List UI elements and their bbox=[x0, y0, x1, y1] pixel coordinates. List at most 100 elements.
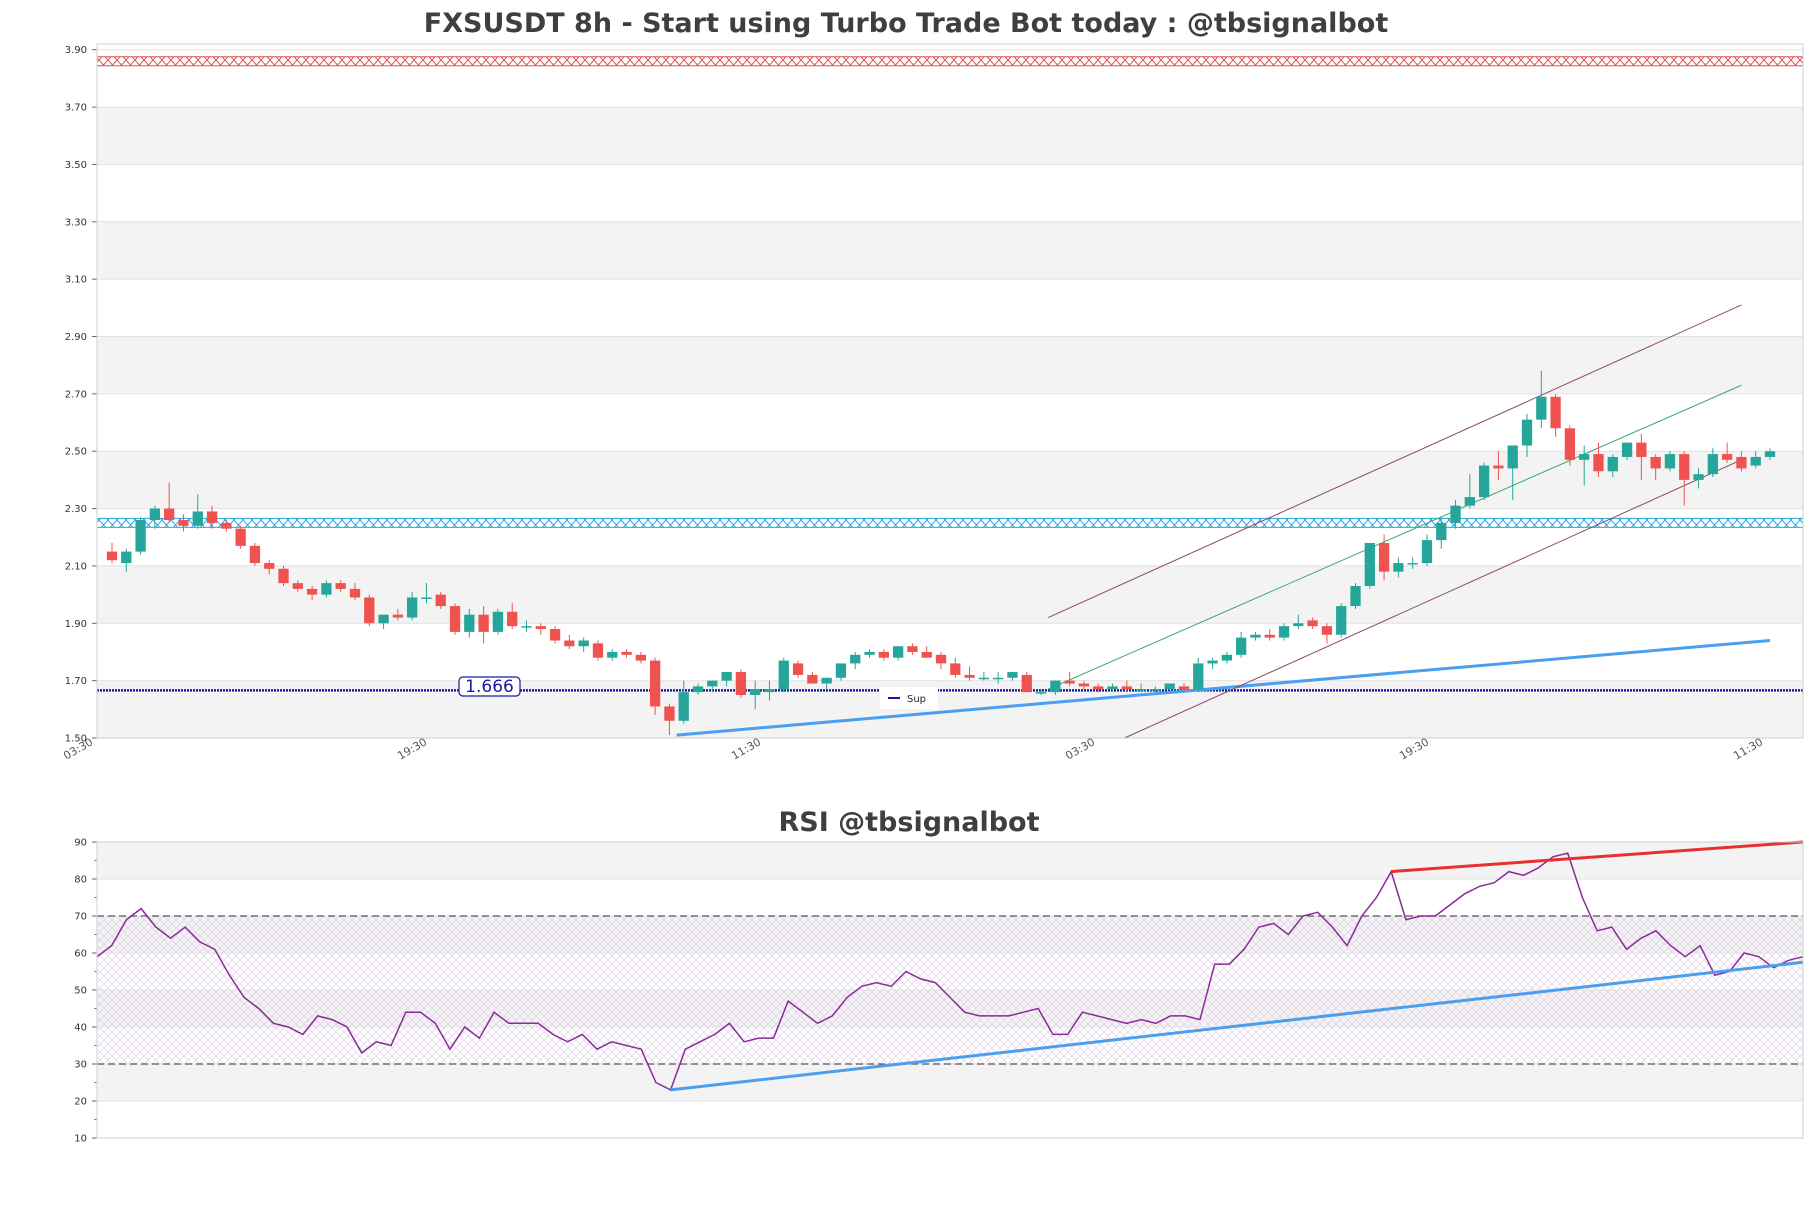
candle-body bbox=[1364, 542, 1375, 587]
candle-body bbox=[821, 677, 832, 684]
price-y-axis: 1.50 1.70 1.90 2.10 2.30 2.50 2.70 2.90 3.10 3.30… bbox=[65, 45, 97, 745]
candle-body bbox=[792, 663, 804, 675]
candle-body bbox=[1164, 683, 1175, 690]
price-band bbox=[97, 107, 1803, 165]
price-x-tick-label: 11:30 bbox=[1731, 735, 1765, 762]
rsi-y-tick-label: 30 bbox=[74, 1060, 87, 1071]
candle-body bbox=[635, 654, 646, 661]
candle-body bbox=[1250, 634, 1261, 638]
rsi-band bbox=[97, 1064, 1803, 1101]
candle-body bbox=[735, 672, 747, 695]
price-y-tick-label: 2.10 bbox=[65, 561, 87, 572]
candle-body bbox=[1679, 454, 1690, 480]
price-x-tick-label: 19:30 bbox=[1397, 735, 1431, 762]
rsi-y-tick-label: 20 bbox=[74, 1097, 87, 1108]
candle-body bbox=[164, 508, 175, 521]
rsi-y-tick-label: 10 bbox=[74, 1134, 87, 1145]
candle-body bbox=[1579, 454, 1590, 460]
price-levels bbox=[97, 56, 1803, 692]
candle-body bbox=[578, 640, 589, 647]
price-y-tick-label: 1.90 bbox=[65, 619, 87, 630]
rsi-y-tick-label: 90 bbox=[74, 838, 87, 849]
candle-body bbox=[1750, 456, 1761, 466]
rsi-support-trendline bbox=[670, 960, 1804, 1092]
candle-body bbox=[692, 686, 704, 693]
candle-body bbox=[1107, 686, 1118, 690]
candle-body bbox=[264, 563, 275, 569]
candle-body bbox=[1135, 689, 1147, 691]
candle-body bbox=[1536, 396, 1547, 420]
candle-body bbox=[1236, 637, 1247, 655]
price-band bbox=[97, 451, 1803, 509]
price-y-tick-label: 2.70 bbox=[65, 389, 87, 400]
candle-body bbox=[1378, 542, 1390, 572]
candle-body bbox=[435, 594, 446, 607]
candle-body bbox=[1636, 442, 1647, 457]
price-x-tick-label: 03:30 bbox=[1063, 735, 1097, 762]
candle-body bbox=[1621, 442, 1633, 457]
candle-body bbox=[1450, 505, 1461, 523]
candle-body bbox=[621, 651, 632, 655]
candle-body bbox=[1521, 419, 1533, 446]
legend: Sup bbox=[880, 687, 938, 709]
candle-body bbox=[607, 651, 618, 658]
price-x-tick-label: 11:30 bbox=[729, 735, 763, 762]
price-band bbox=[97, 221, 1803, 280]
candle-body bbox=[1493, 465, 1504, 469]
candle-body bbox=[1564, 428, 1576, 460]
candle-body bbox=[478, 614, 489, 632]
price-x-tick-label: 19:30 bbox=[395, 735, 429, 762]
candle-body bbox=[535, 626, 546, 630]
candle-body bbox=[1093, 686, 1104, 690]
price-y-tick-label: 2.30 bbox=[65, 504, 87, 515]
candle-body bbox=[964, 674, 975, 678]
candle-body bbox=[1336, 606, 1347, 635]
price-y-tick-label: 3.30 bbox=[65, 217, 87, 228]
candle-body bbox=[878, 651, 889, 658]
candle-body bbox=[421, 597, 432, 599]
candle-body bbox=[1035, 692, 1047, 694]
rsi-bands bbox=[97, 841, 1803, 1139]
candle-body bbox=[850, 654, 861, 664]
price-y-tick-label: 1.50 bbox=[65, 734, 87, 745]
svg-text:1.666: 1.666 bbox=[465, 677, 514, 697]
candle-body bbox=[192, 511, 203, 526]
price-y-tick-label: 3.50 bbox=[65, 160, 87, 171]
candle-body bbox=[1421, 540, 1433, 564]
candle-body bbox=[507, 611, 518, 627]
candle-body bbox=[1293, 623, 1304, 627]
candle-body bbox=[1307, 620, 1318, 627]
candle-body bbox=[1064, 680, 1075, 684]
candle-body bbox=[1507, 445, 1518, 469]
candle-body bbox=[592, 643, 604, 658]
rsi-band bbox=[97, 842, 1803, 879]
rsi-guides bbox=[97, 915, 1803, 1065]
candle-body bbox=[549, 629, 561, 641]
candle-body bbox=[206, 511, 218, 523]
candle-body bbox=[221, 522, 232, 529]
candle-body bbox=[1764, 451, 1776, 457]
candle-body bbox=[321, 583, 332, 595]
candle-body bbox=[292, 583, 303, 589]
candle-body bbox=[306, 588, 318, 595]
candle-body bbox=[778, 660, 789, 690]
rsi-y-tick-label: 70 bbox=[74, 912, 87, 923]
rsi-line bbox=[96, 852, 1804, 1091]
resistance-zone-band bbox=[97, 518, 1803, 528]
candle-body bbox=[1464, 497, 1475, 506]
candle-body bbox=[1193, 663, 1204, 690]
candle-body bbox=[1550, 396, 1561, 429]
resistance-zone-band bbox=[97, 56, 1803, 66]
candle-body bbox=[564, 640, 575, 647]
candle-body bbox=[492, 611, 504, 632]
rsi-lines bbox=[96, 840, 1804, 1092]
candle-body bbox=[1178, 686, 1190, 690]
support-trendline bbox=[676, 639, 1771, 737]
candle-body bbox=[935, 654, 947, 664]
candle-body bbox=[1707, 454, 1718, 475]
candle-body bbox=[1407, 563, 1418, 565]
rsi-y-tick-label: 40 bbox=[74, 1023, 87, 1034]
candle-body bbox=[835, 663, 847, 678]
price-y-tick-label: 3.10 bbox=[65, 275, 87, 286]
price-bands bbox=[97, 107, 1803, 738]
